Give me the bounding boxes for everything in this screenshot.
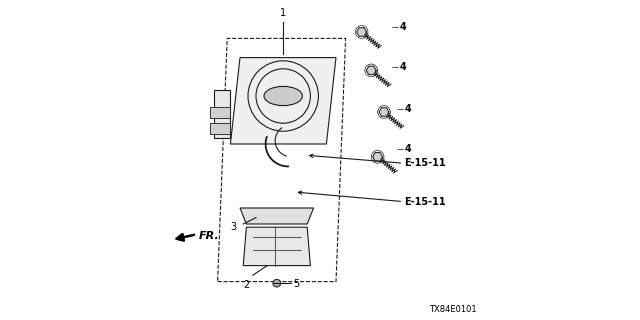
Text: FR.: FR. bbox=[198, 231, 219, 241]
Polygon shape bbox=[214, 90, 230, 138]
Text: 4: 4 bbox=[405, 144, 412, 154]
Polygon shape bbox=[240, 208, 314, 224]
Text: 2: 2 bbox=[243, 280, 250, 290]
FancyBboxPatch shape bbox=[210, 123, 230, 134]
Text: 5: 5 bbox=[292, 279, 299, 289]
Polygon shape bbox=[230, 58, 336, 144]
Text: 4: 4 bbox=[400, 22, 407, 32]
Ellipse shape bbox=[264, 86, 302, 106]
Polygon shape bbox=[366, 66, 376, 75]
Polygon shape bbox=[372, 153, 383, 161]
Polygon shape bbox=[356, 28, 367, 36]
Circle shape bbox=[273, 279, 280, 287]
Text: E-15-11: E-15-11 bbox=[404, 196, 445, 207]
Polygon shape bbox=[243, 227, 310, 266]
Text: 1: 1 bbox=[280, 8, 286, 18]
Text: 4: 4 bbox=[405, 104, 412, 114]
Text: E-15-11: E-15-11 bbox=[404, 158, 445, 168]
FancyBboxPatch shape bbox=[210, 107, 230, 118]
Text: 3: 3 bbox=[230, 222, 237, 232]
Text: 4: 4 bbox=[400, 62, 407, 72]
Polygon shape bbox=[379, 108, 389, 116]
Text: TX84E0101: TX84E0101 bbox=[429, 305, 477, 314]
